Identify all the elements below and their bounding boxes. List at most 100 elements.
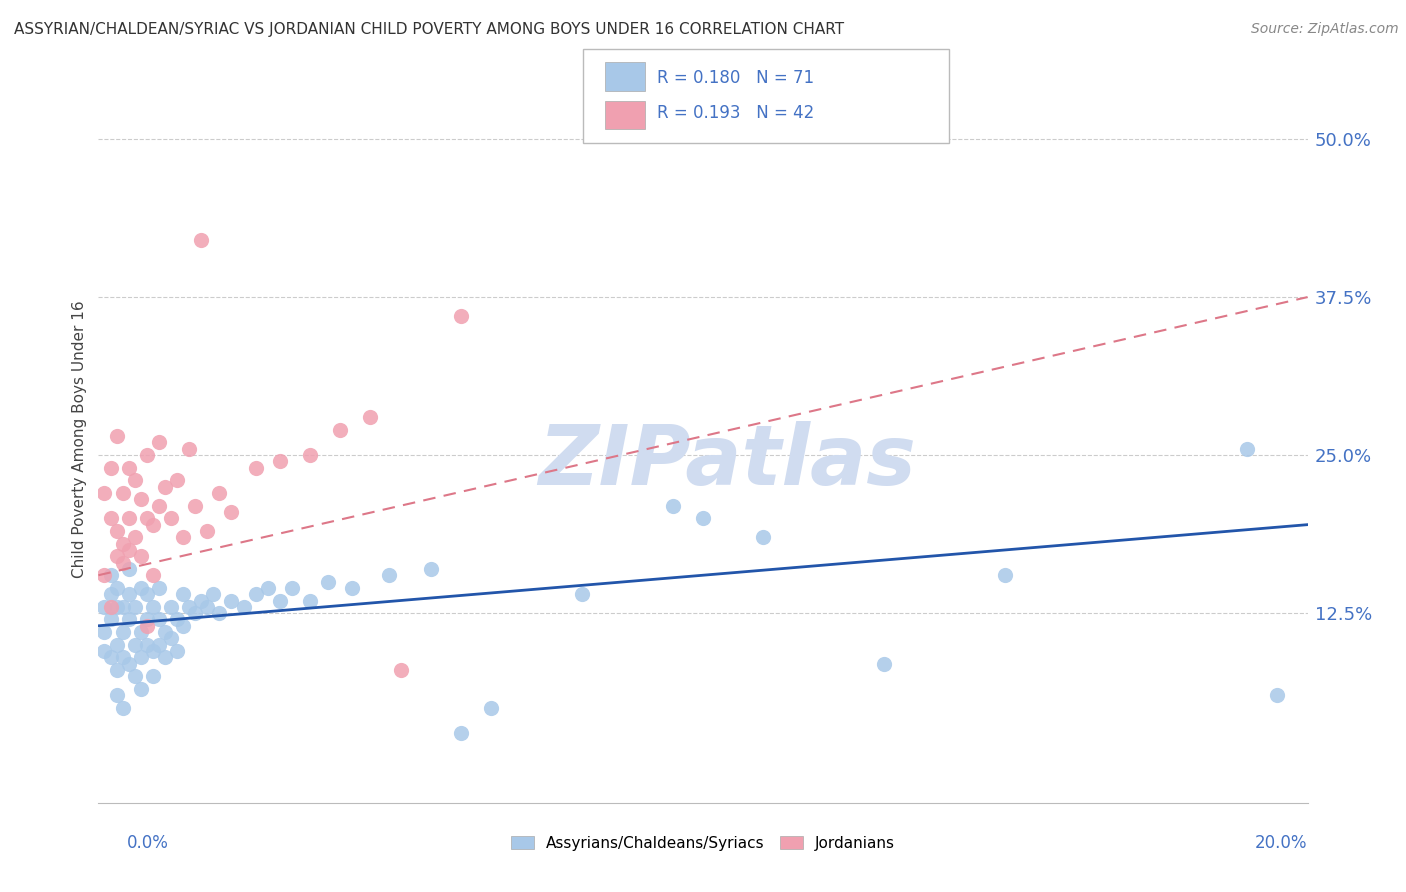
Point	[153, 625, 176, 640]
Point	[105, 429, 128, 443]
Point	[105, 599, 128, 614]
Point	[1267, 689, 1289, 703]
Point	[329, 423, 352, 437]
Point	[269, 593, 291, 607]
Point	[342, 581, 364, 595]
Point	[135, 511, 157, 525]
Point	[221, 505, 243, 519]
Point	[105, 689, 128, 703]
Point	[142, 517, 165, 532]
Point	[1236, 442, 1258, 456]
Point	[481, 701, 503, 715]
Legend: Assyrians/Chaldeans/Syriacs, Jordanians: Assyrians/Chaldeans/Syriacs, Jordanians	[505, 830, 901, 857]
Point	[111, 486, 134, 500]
Point	[124, 638, 146, 652]
Point	[129, 681, 152, 696]
Point	[129, 549, 152, 564]
Point	[160, 511, 183, 525]
Point	[129, 492, 152, 507]
Point	[172, 619, 194, 633]
Point	[208, 606, 231, 620]
Point	[93, 599, 115, 614]
Point	[281, 581, 304, 595]
Point	[93, 486, 115, 500]
Point	[190, 593, 212, 607]
Point	[184, 499, 207, 513]
Point	[269, 454, 291, 468]
Point	[195, 599, 218, 614]
Point	[752, 530, 775, 544]
Point	[450, 309, 472, 323]
Text: R = 0.180   N = 71: R = 0.180 N = 71	[657, 69, 814, 87]
Point	[118, 460, 141, 475]
Point	[129, 625, 152, 640]
Point	[100, 568, 122, 582]
Point	[153, 480, 176, 494]
Point	[299, 448, 322, 462]
Point	[148, 612, 170, 626]
Point	[135, 587, 157, 601]
Point	[100, 650, 122, 665]
Point	[124, 474, 146, 488]
Point	[142, 599, 165, 614]
Point	[111, 536, 134, 550]
Point	[245, 460, 267, 475]
Point	[166, 612, 188, 626]
Point	[118, 543, 141, 558]
Point	[692, 511, 714, 525]
Point	[93, 568, 115, 582]
Point	[100, 511, 122, 525]
Text: 0.0%: 0.0%	[127, 834, 169, 852]
Point	[135, 619, 157, 633]
Point	[118, 657, 141, 671]
Point	[202, 587, 225, 601]
Point	[160, 599, 183, 614]
Point	[420, 562, 443, 576]
Point	[389, 663, 412, 677]
Point	[111, 701, 134, 715]
Point	[124, 669, 146, 683]
Point	[111, 650, 134, 665]
Point	[377, 568, 399, 582]
Point	[142, 644, 165, 658]
Point	[873, 657, 896, 671]
Point	[994, 568, 1017, 582]
Point	[135, 448, 157, 462]
Point	[221, 593, 243, 607]
Text: R = 0.193   N = 42: R = 0.193 N = 42	[657, 104, 814, 122]
Point	[153, 650, 176, 665]
Point	[190, 233, 212, 247]
Point	[100, 460, 122, 475]
Point	[360, 410, 382, 425]
Point	[129, 650, 152, 665]
Point	[148, 581, 170, 595]
Point	[148, 499, 170, 513]
Point	[166, 644, 188, 658]
Point	[166, 474, 188, 488]
Point	[245, 587, 267, 601]
Point	[142, 568, 165, 582]
Point	[316, 574, 339, 589]
Point	[118, 587, 141, 601]
Point	[160, 632, 183, 646]
Point	[172, 587, 194, 601]
Point	[179, 442, 201, 456]
Point	[118, 562, 141, 576]
Point	[184, 606, 207, 620]
Point	[135, 638, 157, 652]
Point	[93, 644, 115, 658]
Point	[208, 486, 231, 500]
Point	[450, 726, 472, 740]
Point	[571, 587, 593, 601]
Text: ZIPatlas: ZIPatlas	[538, 421, 917, 501]
Point	[100, 599, 122, 614]
Point	[179, 599, 201, 614]
Point	[256, 581, 278, 595]
Point	[172, 530, 194, 544]
Point	[124, 599, 146, 614]
Point	[129, 581, 152, 595]
Point	[105, 524, 128, 538]
Y-axis label: Child Poverty Among Boys Under 16: Child Poverty Among Boys Under 16	[72, 301, 87, 578]
Point	[105, 549, 128, 564]
Point	[93, 625, 115, 640]
